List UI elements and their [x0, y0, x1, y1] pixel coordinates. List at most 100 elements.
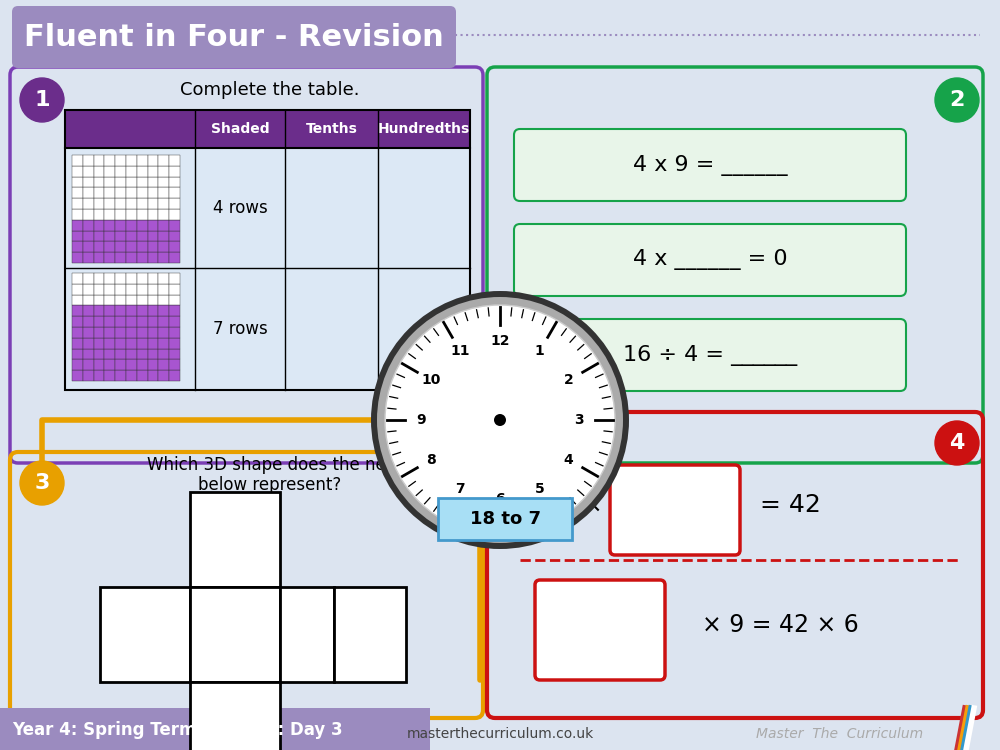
Bar — [94, 188, 104, 198]
Bar — [94, 338, 104, 349]
Bar — [115, 284, 126, 295]
Bar — [158, 359, 169, 370]
Bar — [72, 359, 83, 370]
Bar — [83, 273, 94, 284]
Bar — [94, 176, 104, 188]
Bar — [83, 284, 94, 295]
Text: Year 4: Spring Term: Week 9: Day 3: Year 4: Spring Term: Week 9: Day 3 — [12, 721, 343, 739]
Bar — [72, 198, 83, 209]
Bar — [169, 198, 180, 209]
Bar — [83, 176, 94, 188]
Bar — [169, 242, 180, 252]
Text: 9: 9 — [416, 413, 425, 427]
Bar — [72, 316, 83, 327]
Bar — [104, 220, 115, 230]
Bar — [115, 252, 126, 263]
Bar — [83, 370, 94, 381]
Bar — [94, 305, 104, 316]
Bar — [83, 349, 94, 359]
Bar — [158, 252, 169, 263]
Text: 3: 3 — [575, 413, 584, 427]
Bar — [169, 188, 180, 198]
Text: 6: 6 — [495, 492, 505, 506]
Bar — [72, 370, 83, 381]
Bar — [72, 305, 83, 316]
Bar — [169, 327, 180, 338]
Bar — [148, 284, 158, 295]
Text: 3: 3 — [34, 473, 50, 493]
Bar — [94, 242, 104, 252]
Bar — [169, 338, 180, 349]
Bar — [94, 295, 104, 305]
Bar — [126, 273, 137, 284]
Bar — [104, 305, 115, 316]
Circle shape — [494, 414, 506, 426]
Bar — [126, 220, 137, 230]
Text: 16 ÷ 4 = ______: 16 ÷ 4 = ______ — [623, 344, 797, 365]
Bar — [72, 209, 83, 220]
Bar — [158, 230, 169, 242]
Bar — [104, 155, 115, 166]
Bar — [65, 148, 470, 268]
Text: 5: 5 — [535, 482, 545, 496]
Bar — [148, 295, 158, 305]
Bar — [158, 316, 169, 327]
Text: masterthecurriculum.co.uk: masterthecurriculum.co.uk — [406, 727, 594, 741]
Bar — [83, 242, 94, 252]
Bar — [158, 295, 169, 305]
Bar — [83, 220, 94, 230]
Bar — [158, 273, 169, 284]
Bar — [137, 273, 148, 284]
Bar — [169, 220, 180, 230]
Bar — [115, 273, 126, 284]
Bar — [169, 209, 180, 220]
Bar — [148, 242, 158, 252]
Bar — [169, 284, 180, 295]
Bar — [72, 349, 83, 359]
Bar — [137, 176, 148, 188]
Text: Master  The  Curriculum: Master The Curriculum — [756, 727, 924, 741]
Bar — [158, 284, 169, 295]
Bar — [72, 284, 83, 295]
Bar — [148, 220, 158, 230]
Bar — [126, 359, 137, 370]
Bar — [158, 305, 169, 316]
Bar — [169, 349, 180, 359]
Text: 2: 2 — [564, 374, 574, 387]
Bar — [137, 349, 148, 359]
Bar — [148, 166, 158, 176]
Bar — [126, 188, 137, 198]
Bar — [137, 284, 148, 295]
Bar — [169, 166, 180, 176]
Bar — [94, 284, 104, 295]
Bar — [83, 188, 94, 198]
Bar — [104, 359, 115, 370]
Text: 1: 1 — [34, 90, 50, 110]
Bar — [83, 166, 94, 176]
Text: 1: 1 — [535, 344, 545, 358]
Bar — [104, 188, 115, 198]
Circle shape — [20, 78, 64, 122]
Text: Which 3D shape does the net
below represent?: Which 3D shape does the net below repres… — [147, 455, 393, 494]
Bar — [104, 209, 115, 220]
Bar — [148, 273, 158, 284]
FancyBboxPatch shape — [535, 580, 665, 680]
Bar — [126, 370, 137, 381]
Bar — [94, 252, 104, 263]
Bar — [158, 327, 169, 338]
Bar — [83, 230, 94, 242]
Text: 4 x 9 = ______: 4 x 9 = ______ — [633, 154, 787, 176]
Bar — [148, 209, 158, 220]
Bar — [104, 230, 115, 242]
Bar — [158, 220, 169, 230]
Text: × 9 = 42 × 6: × 9 = 42 × 6 — [702, 613, 858, 637]
FancyBboxPatch shape — [514, 319, 906, 391]
Bar — [72, 273, 83, 284]
Bar — [104, 284, 115, 295]
Text: 4 rows: 4 rows — [213, 199, 267, 217]
Bar — [126, 176, 137, 188]
Bar — [94, 166, 104, 176]
Bar — [126, 209, 137, 220]
Bar — [115, 155, 126, 166]
Bar — [169, 230, 180, 242]
